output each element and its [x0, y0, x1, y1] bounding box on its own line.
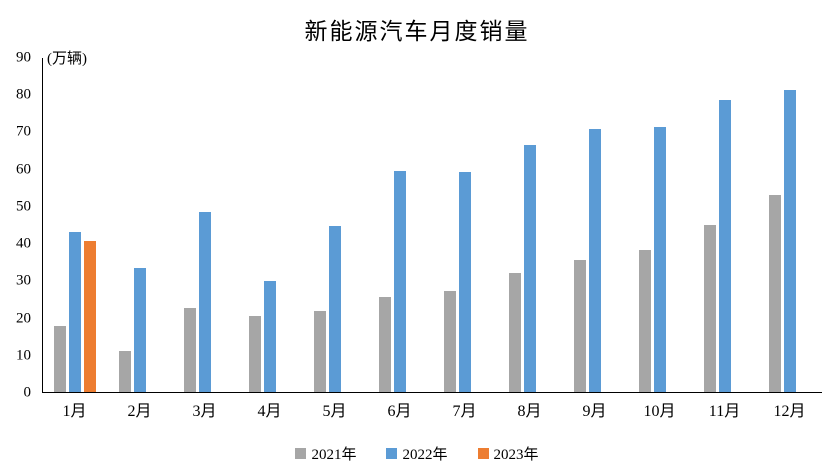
plot-area [42, 58, 822, 393]
bar-2023年-1月 [84, 240, 97, 392]
bar-2021年-5月 [314, 311, 327, 392]
x-axis-tick-label: 12月 [773, 403, 806, 420]
bar-group-6月 [368, 58, 433, 392]
y-axis-tick-label: 90 [16, 49, 31, 66]
legend-item-2022年: 2022年 [386, 443, 448, 464]
bar-group-7月 [433, 58, 498, 392]
bar-2021年-12月 [768, 194, 781, 392]
bar-2022年-6月 [394, 170, 407, 392]
legend-item-2023年: 2023年 [477, 443, 539, 464]
bar-group-5月 [303, 58, 368, 392]
bar-2021年-9月 [573, 259, 586, 392]
x-axis-tick-label: 5月 [322, 403, 347, 420]
bar-2021年-3月 [184, 308, 197, 392]
y-axis-tick-label: 30 [16, 272, 31, 289]
y-axis-tick-label: 0 [23, 384, 32, 401]
x-axis-tick-label: 3月 [192, 403, 217, 420]
bar-2021年-11月 [703, 225, 716, 392]
legend-item-2021年: 2021年 [295, 443, 356, 464]
y-axis-unit-label: (万辆) [47, 51, 87, 67]
bar-2022年-10月 [653, 127, 666, 392]
legend-label: 2022年 [402, 447, 448, 463]
y-axis-tick-label: 40 [16, 235, 31, 252]
bar-group-11月 [692, 58, 757, 392]
bar-2022年-9月 [588, 129, 601, 392]
bar-2022年-7月 [458, 171, 471, 392]
bar-group-1月 [43, 58, 108, 392]
y-axis-tick-label: 60 [16, 161, 31, 178]
bar-2021年-10月 [638, 249, 651, 392]
bar-2022年-8月 [523, 144, 536, 392]
x-axis-tick-label: 7月 [452, 403, 477, 420]
legend-swatch-icon [477, 448, 489, 459]
x-axis-tick-label: 2月 [127, 403, 152, 420]
bar-2021年-4月 [249, 315, 262, 392]
x-axis: 1月 2月 3月 4月 5月 6月 7月 8月 9月 10月 11月 12月 [42, 397, 822, 421]
y-axis-tick-label: 70 [16, 123, 31, 140]
chart-title: 新能源汽车月度销量 [304, 19, 530, 44]
x-axis-tick-label: 1月 [62, 403, 87, 420]
y-axis-tick-label: 80 [16, 86, 31, 103]
legend-label: 2021年 [311, 447, 357, 463]
x-axis-tick-label: 6月 [387, 403, 412, 420]
bar-group-3月 [173, 58, 238, 392]
y-axis-tick-label: 20 [16, 310, 31, 327]
y-axis-tick-label: 50 [16, 198, 31, 215]
bar-2021年-2月 [119, 351, 132, 392]
bar-2022年-12月 [783, 89, 796, 392]
bar-2021年-8月 [508, 272, 521, 392]
bar-2022年-1月 [69, 232, 82, 392]
bar-2021年-6月 [379, 297, 392, 392]
legend: 2021年 2022年 2023年 [0, 443, 834, 464]
x-axis-tick-label: 10月 [643, 403, 676, 420]
legend-label: 2023年 [493, 447, 539, 463]
bar-group-2月 [108, 58, 173, 392]
bar-group-12月 [757, 58, 822, 392]
y-axis: 0 10 20 30 40 50 60 70 80 90 [0, 50, 37, 400]
legend-swatch-icon [386, 448, 398, 459]
x-axis-tick-label: 11月 [708, 403, 741, 420]
x-axis-tick-label: 9月 [582, 403, 607, 420]
bar-2022年-11月 [718, 100, 731, 392]
legend-swatch-icon [295, 448, 307, 459]
x-axis-tick-label: 8月 [517, 403, 542, 420]
bar-2022年-3月 [199, 212, 212, 392]
y-axis-tick-label: 10 [16, 347, 31, 364]
bar-2021年-7月 [443, 291, 456, 392]
bar-2022年-4月 [264, 281, 277, 392]
bar-2022年-2月 [134, 268, 147, 392]
x-axis-tick-label: 4月 [257, 403, 282, 420]
bar-group-9月 [562, 58, 627, 392]
bar-group-8月 [497, 58, 562, 392]
bar-2022年-5月 [329, 226, 342, 392]
bar-2021年-1月 [54, 325, 67, 392]
bar-group-10月 [627, 58, 692, 392]
bar-group-4月 [238, 58, 303, 392]
